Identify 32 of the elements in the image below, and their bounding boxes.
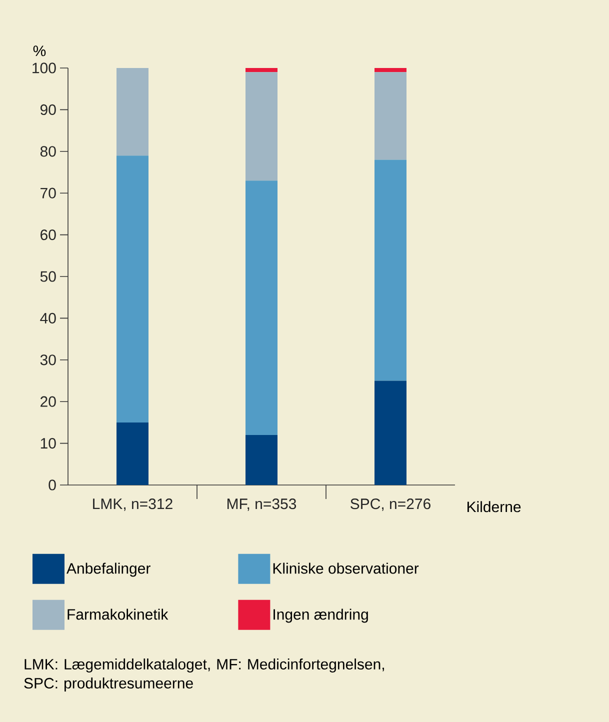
y-tick-label: 90: [40, 104, 56, 115]
x-tick-label: LMK, n=312: [93, 498, 172, 511]
y-tick-label: 10: [40, 438, 56, 449]
y-tick-label: 20: [40, 396, 56, 407]
legend-label: Anbefalinger: [66, 562, 150, 577]
bar: [374, 380, 406, 485]
y-tick-label: 0: [48, 480, 56, 490]
bar: [246, 180, 278, 435]
x-tick-label: SPC, n=276: [350, 498, 430, 511]
bar: [116, 68, 148, 156]
y-tick-label: 80: [40, 146, 56, 157]
x-tick-label: MF, n=353: [227, 498, 296, 511]
bar: [374, 72, 406, 160]
bar: [374, 68, 406, 72]
bar: [246, 72, 278, 181]
bar: [116, 156, 148, 422]
y-tick-label: 100: [32, 62, 56, 74]
legend-label: Ingen ændring: [274, 608, 368, 623]
bar: [116, 422, 148, 485]
text: LMK: Lægemiddelkataloget, MF: Medicinfortegnelsen, SPC: produktresumeerne: [24, 658, 384, 692]
bar: [374, 160, 406, 381]
x-axis-title: Kilderne: [467, 501, 521, 512]
legend-label: Farmakokinetik: [68, 608, 168, 620]
bar: [246, 434, 278, 485]
y-tick-label: 30: [40, 354, 56, 366]
bar: [246, 68, 278, 72]
y-tick-label: 60: [40, 229, 56, 240]
y-axis-title: %: [33, 46, 46, 56]
y-tick-label: 50: [40, 271, 56, 282]
y-tick-label: 40: [40, 312, 56, 324]
legend-label: Kliniske observationer: [273, 562, 419, 574]
y-tick-label: 70: [40, 188, 56, 198]
